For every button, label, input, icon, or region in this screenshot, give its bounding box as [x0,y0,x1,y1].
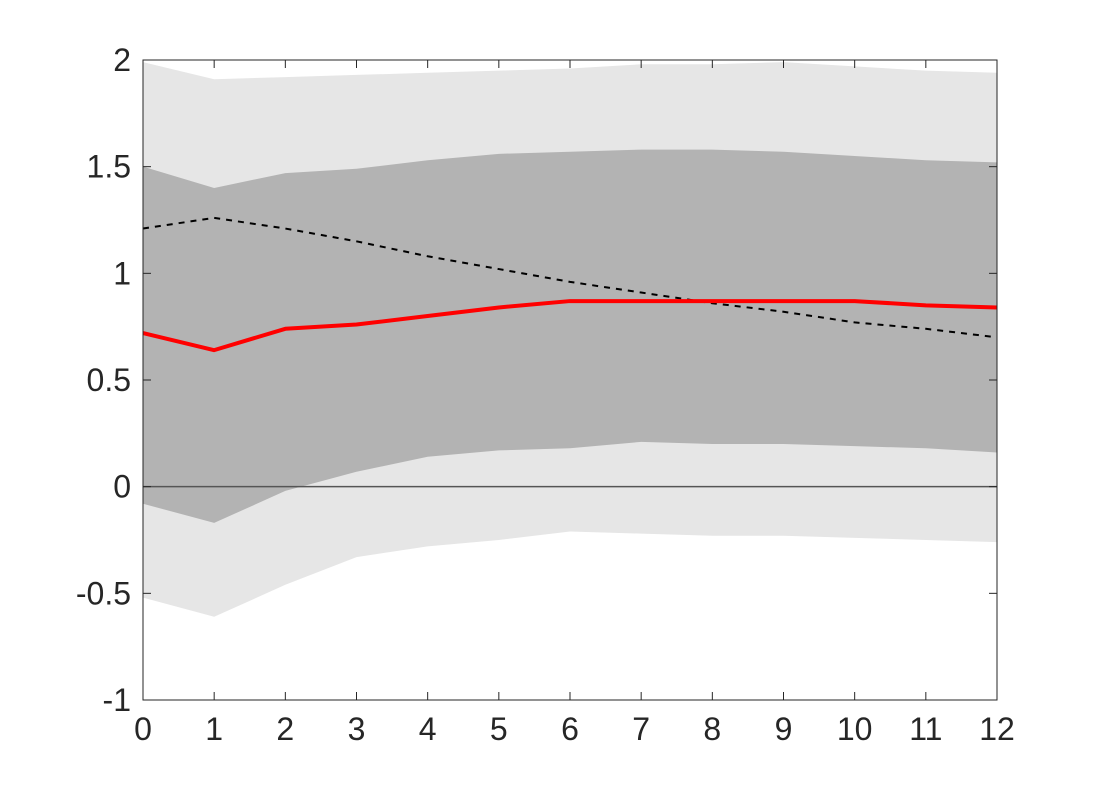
y-tick-label: 2 [113,42,131,78]
x-tick-label: 6 [561,711,579,747]
x-tick-label: 4 [419,711,437,747]
red-series-line [142,299,998,353]
x-tick-label: 10 [837,711,873,747]
x-tick-label: 9 [775,711,793,747]
confidence-bands [143,62,997,617]
series-lines [142,216,998,353]
x-tick-label: 8 [703,711,721,747]
x-tick-label: 11 [909,711,942,747]
y-axis-ticks: -1 -0.5 0 0.5 1 1.5 2 [76,42,997,718]
x-tick-label: 1 [205,711,223,747]
x-tick-label: 2 [276,711,294,747]
y-tick-label: -0.5 [76,575,131,611]
x-tick-label: 5 [490,711,508,747]
y-tick-label: 1.5 [87,149,131,185]
y-tick-label: 0 [113,469,131,505]
y-tick-label: 0.5 [87,362,131,398]
x-tick-label: 0 [134,711,152,747]
x-tick-label: 12 [979,711,1015,747]
x-tick-label: 3 [348,711,366,747]
x-tick-label: 7 [632,711,650,747]
y-tick-label: 1 [113,255,131,291]
inner-band [143,149,997,523]
y-tick-label: -1 [103,682,131,718]
dashed-series-line [142,216,998,339]
x-axis-ticks: 0 1 2 3 4 5 6 7 8 9 10 11 12 [134,60,1015,747]
